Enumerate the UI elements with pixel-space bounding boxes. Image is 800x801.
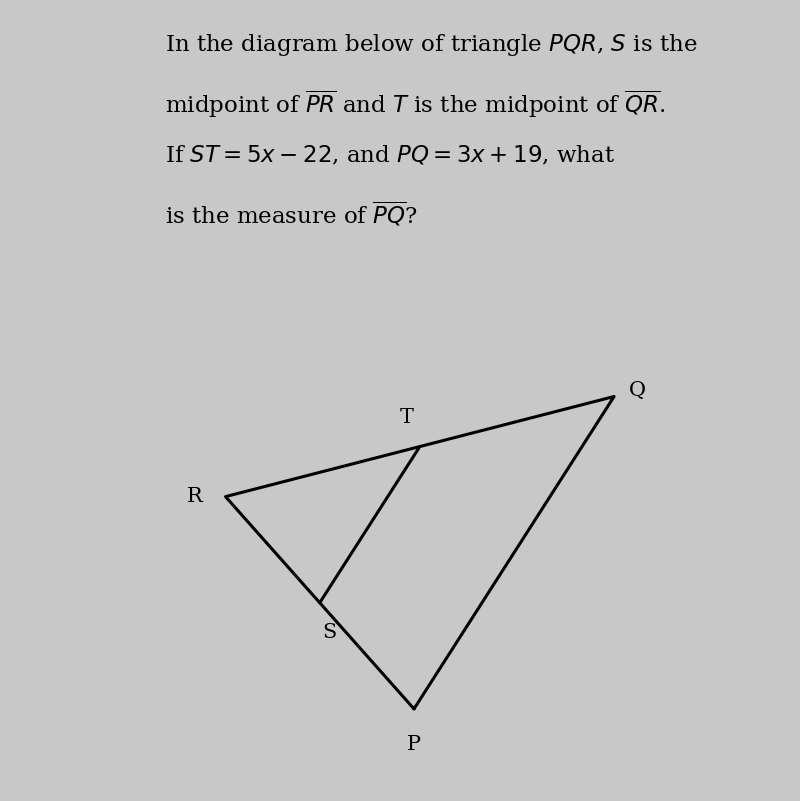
Text: R: R: [186, 487, 202, 506]
Text: If $ST = 5x - 22$, and $PQ = 3x + 19$, what: If $ST = 5x - 22$, and $PQ = 3x + 19$, w…: [165, 144, 614, 167]
Text: is the measure of $\overline{PQ}$?: is the measure of $\overline{PQ}$?: [165, 200, 418, 228]
Text: T: T: [400, 408, 414, 426]
Text: P: P: [407, 735, 421, 754]
Text: In the diagram below of triangle $PQR$, $S$ is the: In the diagram below of triangle $PQR$, …: [165, 32, 697, 58]
Text: midpoint of $\overline{PR}$ and $T$ is the midpoint of $\overline{QR}$.: midpoint of $\overline{PR}$ and $T$ is t…: [165, 88, 666, 120]
Text: S: S: [322, 623, 337, 642]
Text: Q: Q: [629, 380, 646, 400]
